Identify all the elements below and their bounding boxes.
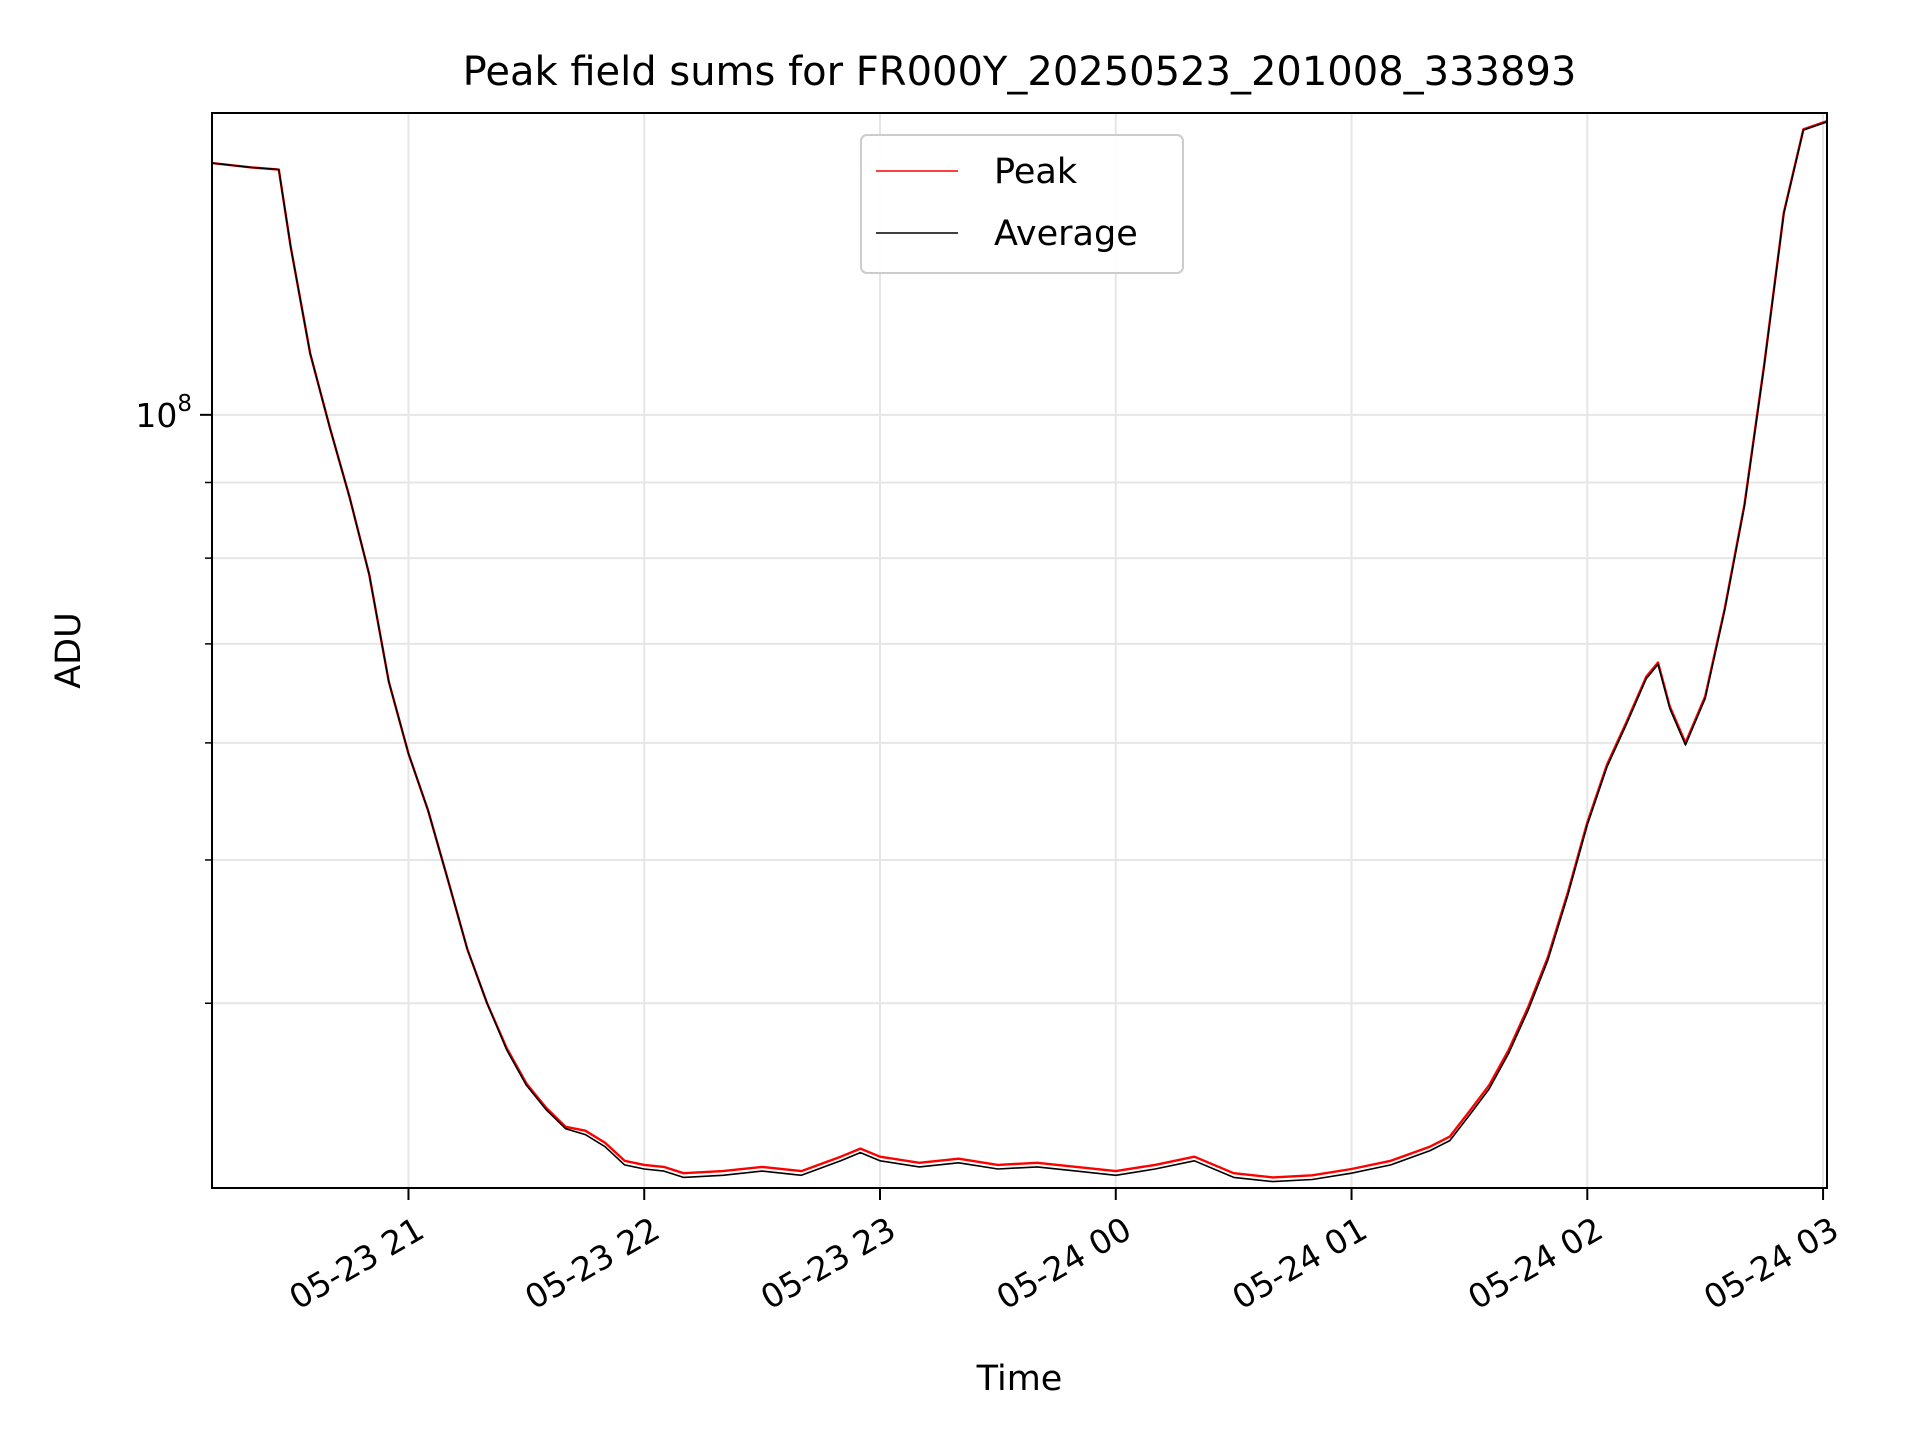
series-layer bbox=[212, 119, 1827, 1183]
y-tick-label-base: 10 bbox=[135, 396, 177, 435]
chart-title: Peak field sums for FR000Y_20250523_2010… bbox=[463, 49, 1577, 95]
grid bbox=[212, 113, 1827, 1188]
series-line-average bbox=[212, 121, 1827, 1183]
legend-peak-label: Peak bbox=[994, 152, 1078, 192]
legend: Peak Average bbox=[860, 134, 1184, 274]
y-tick-label-exponent: 8 bbox=[177, 391, 192, 417]
legend-box bbox=[860, 134, 1184, 274]
y-axis-label: ADU bbox=[49, 612, 89, 689]
x-axis-label: Time bbox=[976, 1359, 1063, 1399]
legend-average-label: Average bbox=[994, 214, 1138, 254]
plot-frame bbox=[211, 112, 1828, 1189]
y-tick-label: 108 bbox=[135, 391, 192, 435]
